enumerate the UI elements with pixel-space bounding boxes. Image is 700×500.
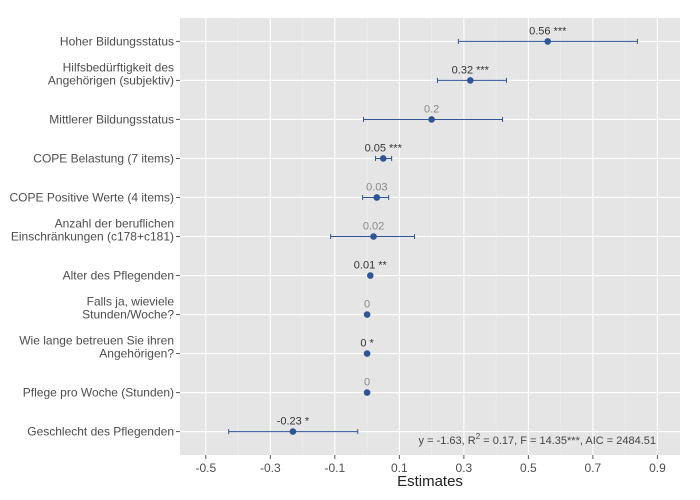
x-tick-label: -0.3 [260, 461, 281, 475]
y-tick-label: Anzahl der beruflichen Einschränkungen (c… [11, 217, 174, 244]
y-tick-label: COPE Belastung (7 items) [33, 151, 174, 165]
x-tick-label: 0.7 [585, 461, 602, 475]
y-tick-label-line: Angehörigen? [99, 347, 174, 361]
y-tick-label-line: Pflege pro Woche (Stunden) [23, 386, 174, 400]
x-tick-label: 0.3 [456, 461, 473, 475]
point [363, 311, 371, 318]
value-label: 0 [364, 377, 370, 389]
point [373, 194, 381, 201]
annotation-part: = 0.17, F = 14.35***, AIC = 2484.51 [480, 435, 656, 447]
x-tick-label: 0.5 [520, 461, 537, 475]
value-label: -0.23 * [277, 416, 310, 428]
annotation-superscript: 2 [476, 432, 481, 441]
value-label: 0.56 *** [529, 25, 567, 37]
y-tick-label-line: Geschlecht des Pflegenden [27, 425, 174, 439]
point [379, 155, 387, 162]
value-label: 0.02 [363, 221, 384, 233]
y-tick-label: Geschlecht des Pflegenden [27, 425, 174, 439]
y-tick-label-line: Falls ja, wieviele [87, 295, 175, 309]
y-tick-label-line: Hoher Bildungsstatus [60, 34, 174, 48]
y-tick-label-line: Alter des Pflegenden [63, 269, 174, 283]
point [467, 77, 474, 84]
value-label: 0.2 [424, 103, 439, 115]
x-tick-label: 0.9 [649, 461, 666, 475]
value-label: 0.32 *** [452, 64, 490, 76]
point [367, 272, 374, 279]
y-tick-label: Alter des Pflegenden [63, 269, 174, 283]
y-tick-label: Pflege pro Woche (Stunden) [23, 386, 174, 400]
point [289, 428, 297, 435]
y-tick-label-line: Anzahl der beruflichen [55, 217, 174, 231]
y-tick-label-line: Angehörigen (subjektiv) [48, 73, 174, 87]
y-tick-label: Hilfsbedürftigkeit des Angehörigen (subje… [48, 60, 174, 87]
y-tick-label-line: COPE Belastung (7 items) [33, 151, 174, 165]
value-label: 0.03 [366, 181, 387, 193]
y-tick-label-line: Hilfsbedürftigkeit des [63, 60, 174, 74]
x-axis-title: Estimates [397, 473, 463, 490]
y-tick-label: Wie lange betreuen Sie ihren Angehörigen? [19, 334, 174, 361]
value-label: 0.01 ** [354, 260, 388, 272]
y-tick-label: Hoher Bildungsstatus [60, 34, 174, 48]
annotation: y = -1.63, R2 = 0.17, F = 14.35***, AIC … [419, 432, 656, 447]
point [544, 38, 552, 45]
y-tick-label: COPE Positive Werte (4 items) [10, 190, 174, 204]
y-tick-label-line: Stunden/Woche? [82, 308, 174, 322]
value-label: 0 * [360, 338, 374, 350]
x-tick-label: 0.1 [391, 461, 408, 475]
point [363, 350, 371, 357]
point [363, 389, 371, 396]
point [428, 116, 435, 123]
x-tick-label: -0.5 [195, 461, 216, 475]
y-tick-label: Mittlerer Bildungsstatus [49, 112, 174, 126]
y-tick-label-line: Mittlerer Bildungsstatus [49, 112, 174, 126]
y-tick-label-line: Einschränkungen (c178+c181) [11, 230, 174, 244]
y-tick-label-line: Wie lange betreuen Sie ihren [19, 334, 174, 348]
value-label: 0 [364, 299, 370, 311]
point [370, 233, 377, 240]
y-tick-label: Falls ja, wieviele Stunden/Woche? [82, 295, 174, 322]
x-tick-label: -0.1 [324, 461, 345, 475]
annotation-part: y = -1.63, R [419, 435, 476, 447]
value-label: 0.05 *** [365, 142, 403, 154]
y-tick-label-line: COPE Positive Werte (4 items) [10, 190, 174, 204]
